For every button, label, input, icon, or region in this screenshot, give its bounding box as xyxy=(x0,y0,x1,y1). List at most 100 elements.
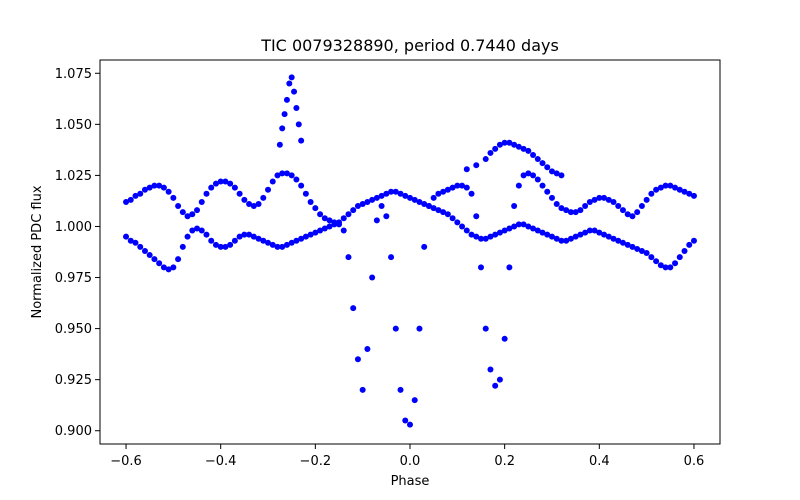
data-point xyxy=(629,243,636,250)
data-point xyxy=(288,172,295,179)
data-point xyxy=(501,227,508,234)
data-point xyxy=(539,182,546,189)
data-point xyxy=(274,243,281,250)
data-point xyxy=(477,235,484,242)
data-point xyxy=(440,209,447,216)
data-point xyxy=(619,207,626,214)
data-point xyxy=(194,207,201,214)
data-point xyxy=(160,264,167,271)
data-point xyxy=(572,233,579,240)
data-point xyxy=(364,346,371,353)
data-point xyxy=(463,166,470,173)
data-point xyxy=(340,227,347,234)
data-point xyxy=(255,235,262,242)
data-point xyxy=(473,162,480,169)
data-point xyxy=(378,192,385,199)
data-point xyxy=(160,184,167,191)
x-tick-label: −0.4 xyxy=(205,454,237,469)
data-point xyxy=(291,88,298,95)
data-point xyxy=(624,211,631,218)
data-point xyxy=(350,207,357,214)
data-point xyxy=(520,145,527,152)
data-point xyxy=(440,188,447,195)
data-point xyxy=(222,178,229,185)
data-point xyxy=(492,231,499,238)
data-point xyxy=(487,149,494,156)
data-point xyxy=(331,221,338,228)
data-point xyxy=(260,194,267,201)
data-point xyxy=(241,231,248,238)
data-point xyxy=(373,217,380,224)
data-point xyxy=(411,397,418,404)
data-point xyxy=(141,247,148,254)
data-point xyxy=(194,225,201,232)
data-point xyxy=(364,198,371,205)
data-point xyxy=(501,335,508,342)
data-point xyxy=(586,227,593,234)
data-point xyxy=(511,203,518,210)
data-point xyxy=(151,256,158,263)
x-axis-label: Phase xyxy=(391,474,430,489)
data-point xyxy=(369,274,376,281)
data-point xyxy=(629,213,636,220)
data-point xyxy=(596,229,603,236)
data-point xyxy=(544,164,551,171)
data-point xyxy=(430,205,437,212)
data-point xyxy=(530,172,537,179)
y-axis-label: Normalized PDC flux xyxy=(30,185,45,318)
data-point xyxy=(189,227,196,234)
data-point xyxy=(269,241,276,248)
data-point xyxy=(170,264,177,271)
data-point xyxy=(146,252,153,259)
data-point xyxy=(643,196,650,203)
data-point xyxy=(553,170,560,177)
data-point xyxy=(241,196,248,203)
data-point xyxy=(298,137,305,144)
data-point xyxy=(416,198,423,205)
data-point xyxy=(520,221,527,228)
data-point xyxy=(492,382,499,389)
data-point xyxy=(605,233,612,240)
data-point xyxy=(246,231,253,238)
data-point xyxy=(203,231,210,238)
data-point xyxy=(496,229,503,236)
data-point xyxy=(582,203,589,210)
data-point xyxy=(672,260,679,267)
data-point xyxy=(416,325,423,332)
data-point xyxy=(312,229,319,236)
data-point xyxy=(496,376,503,383)
data-point xyxy=(459,223,466,230)
data-point xyxy=(582,229,589,236)
data-point xyxy=(657,184,664,191)
data-point xyxy=(402,417,409,424)
data-point xyxy=(435,190,442,197)
data-point xyxy=(336,219,343,226)
data-point xyxy=(260,237,267,244)
data-point xyxy=(534,156,541,163)
data-point xyxy=(558,205,565,212)
data-point xyxy=(175,256,182,263)
data-point xyxy=(468,190,475,197)
data-point xyxy=(326,217,333,224)
y-tick-label: 0.950 xyxy=(55,322,92,337)
data-point xyxy=(515,221,522,228)
y-axis-ticks: 0.900 0.925 0.950 0.975 1.000 1.025 1.050 1.075 xyxy=(55,67,100,439)
data-point xyxy=(402,192,409,199)
data-point xyxy=(567,209,574,216)
data-point xyxy=(302,190,309,197)
data-point xyxy=(407,421,413,428)
data-point xyxy=(563,237,570,244)
data-point xyxy=(279,243,286,250)
data-point xyxy=(350,305,357,312)
data-point xyxy=(638,247,645,254)
data-point xyxy=(208,237,215,244)
data-point xyxy=(601,231,608,238)
data-point xyxy=(482,325,489,332)
data-point xyxy=(525,147,532,154)
data-point xyxy=(132,239,139,246)
data-point xyxy=(487,233,494,240)
data-point xyxy=(283,170,290,177)
data-point xyxy=(530,225,537,232)
y-tick-label: 1.025 xyxy=(55,169,92,184)
data-point xyxy=(312,205,319,212)
